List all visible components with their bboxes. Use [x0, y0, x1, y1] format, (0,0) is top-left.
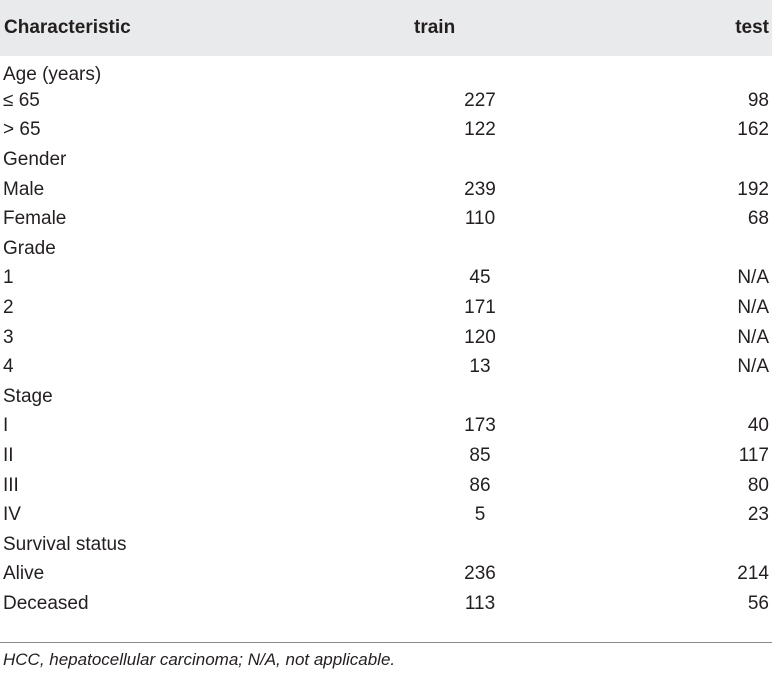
- table-row: Alive 236 214: [0, 560, 772, 590]
- characteristics-table: Characteristic train test Age (years) ≤ 6…: [0, 0, 772, 619]
- table-row: Female 110 68: [0, 204, 772, 234]
- row-test-value: N/A: [737, 296, 769, 318]
- row-train-value: 171: [464, 296, 496, 318]
- table-row: Stage: [0, 382, 772, 412]
- row-test-value: 56: [747, 592, 769, 614]
- row-test-value: N/A: [737, 326, 769, 348]
- row-label: Survival status: [3, 533, 127, 555]
- row-test-value: 192: [737, 178, 769, 200]
- table-row: ≤ 65 227 98: [0, 86, 772, 116]
- table-row: Deceased 113 56: [0, 589, 772, 619]
- table-row: III 86 80: [0, 471, 772, 501]
- row-train-value: [400, 382, 560, 412]
- row-train-value: 86: [469, 474, 491, 496]
- table-body: Age (years) ≤ 65 227 98 > 65 122 162 Gender Male…: [0, 56, 772, 619]
- table-row: 4 13 N/A: [0, 352, 772, 382]
- row-train-value: 122: [464, 119, 496, 141]
- row-test-value: [560, 382, 772, 412]
- row-label: Gender: [3, 148, 67, 170]
- row-test-value: 68: [747, 208, 769, 230]
- row-label: II: [3, 444, 14, 466]
- table-row: IV 5 23: [0, 500, 772, 530]
- header-train: train: [414, 17, 456, 38]
- row-test-value: 98: [747, 89, 769, 111]
- row-label: Alive: [3, 563, 45, 585]
- row-test-value: 214: [737, 563, 769, 585]
- row-train-value: 113: [464, 592, 496, 614]
- table-row: Gender: [0, 145, 772, 175]
- row-train-value: [400, 145, 560, 175]
- row-label: 3: [3, 326, 14, 348]
- row-test-value: 23: [747, 504, 769, 526]
- table-footnote: HCC, hepatocellular carcinoma; N/A, not …: [3, 650, 396, 669]
- row-train-value: 45: [469, 267, 491, 289]
- row-train-value: 5: [474, 504, 486, 526]
- row-test-value: N/A: [737, 267, 769, 289]
- header-row: Characteristic train test: [0, 0, 772, 56]
- row-train-value: 236: [464, 563, 496, 585]
- row-label: Grade: [3, 237, 56, 259]
- table-row: 1 45 N/A: [0, 264, 772, 294]
- row-train-value: 239: [464, 178, 496, 200]
- table-row: 3 120 N/A: [0, 323, 772, 353]
- row-label: Age (years): [3, 64, 102, 85]
- row-train-value: [400, 234, 560, 264]
- row-train-value: 120: [464, 326, 496, 348]
- table-row: > 65 122 162: [0, 116, 772, 146]
- row-train-value: [400, 530, 560, 560]
- table-row: Male 239 192: [0, 175, 772, 205]
- table-header: Characteristic train test: [0, 0, 772, 56]
- row-train-value: 173: [464, 415, 496, 437]
- row-test-value: 80: [747, 474, 769, 496]
- row-train-value: 227: [464, 89, 496, 111]
- row-label: 1: [3, 267, 14, 289]
- table-bottom-rule: [0, 642, 772, 643]
- table-row: I 173 40: [0, 412, 772, 442]
- row-test-value: [560, 234, 772, 264]
- row-test-value: 117: [738, 444, 769, 466]
- row-test-value: [560, 530, 772, 560]
- row-label: Deceased: [3, 592, 89, 614]
- table-row: 2 171 N/A: [0, 293, 772, 323]
- row-label: ≤ 65: [3, 89, 40, 111]
- row-train-value: 110: [464, 208, 496, 230]
- header-characteristic: Characteristic: [4, 17, 131, 38]
- row-train-value: [400, 56, 560, 86]
- row-label: 2: [3, 296, 14, 318]
- table-row: Grade: [0, 234, 772, 264]
- table-row: Age (years): [0, 56, 772, 86]
- characteristics-table-container: Characteristic train test Age (years) ≤ 6…: [0, 0, 772, 619]
- row-label: III: [3, 474, 19, 496]
- row-test-value: 162: [737, 119, 769, 141]
- table-row: II 85 117: [0, 441, 772, 471]
- row-train-value: 13: [469, 356, 491, 378]
- row-test-value: N/A: [737, 356, 769, 378]
- row-label: Male: [3, 178, 45, 200]
- row-test-value: [560, 145, 772, 175]
- row-test-value: 40: [747, 415, 769, 437]
- table-row: Survival status: [0, 530, 772, 560]
- row-label: IV: [3, 504, 21, 526]
- row-label: Female: [3, 208, 67, 230]
- row-label: Stage: [3, 385, 53, 407]
- row-label: 4: [3, 356, 14, 378]
- row-label: I: [3, 415, 9, 437]
- row-test-value: [560, 56, 772, 86]
- row-train-value: 85: [469, 444, 491, 466]
- row-label: > 65: [3, 119, 41, 141]
- header-test: test: [735, 17, 769, 38]
